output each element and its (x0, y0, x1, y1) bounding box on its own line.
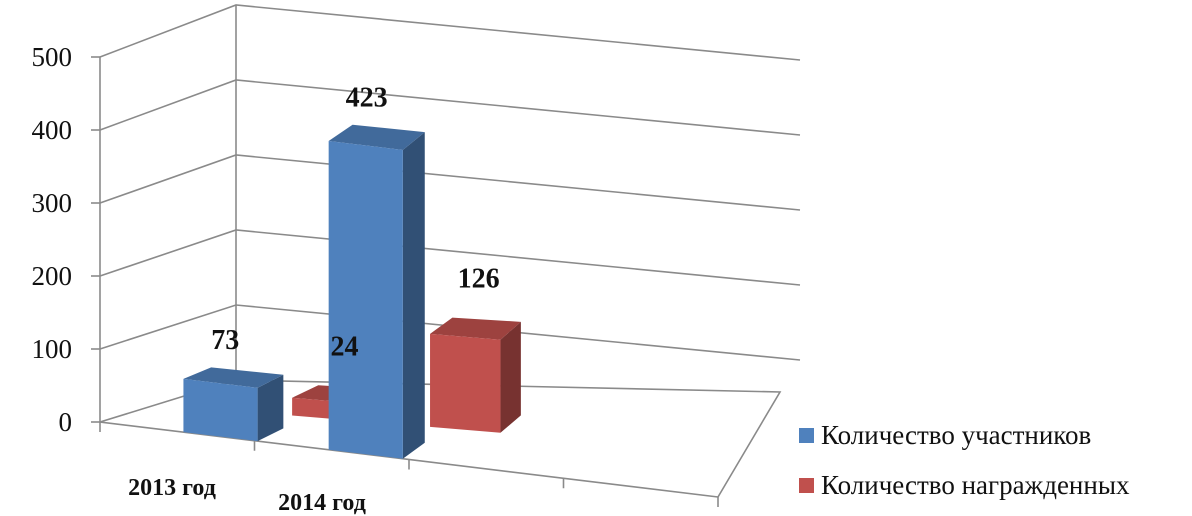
legend-swatch (799, 478, 814, 493)
data-labels: 24 126 73 423 (211, 82, 499, 362)
bar-2-series-2-label: 126 (458, 264, 500, 295)
gridline-400 (99, 79, 801, 136)
legend: Количество участников Количество награжде… (799, 420, 1130, 500)
bar-2-series-1-label: 423 (346, 82, 388, 113)
bar-2-series-1-front (328, 140, 403, 459)
bar-2-series-1-side (402, 132, 425, 459)
y-axis-ticks: 0 100 200 300 400 500 (32, 42, 73, 437)
gridline-300 (99, 154, 801, 211)
legend-label: Количество награжденных (821, 470, 1130, 500)
legend-swatch (799, 428, 814, 443)
bars (183, 124, 521, 459)
y-tick-label: 100 (32, 334, 73, 364)
y-tick-label: 300 (32, 188, 73, 218)
x-category-label: 2013 год (128, 475, 216, 501)
bar-1-series-1-top (183, 367, 284, 388)
bar-2-series-1-top (328, 124, 425, 150)
gridlines (99, 4, 801, 361)
bar-1-series-1-front (183, 378, 258, 442)
bar-1-series-1-side (257, 374, 284, 442)
y-tick-label: 400 (32, 115, 73, 145)
y-tick-label: 500 (32, 42, 73, 72)
y-tick-label: 200 (32, 261, 73, 291)
y-tick-label: 0 (59, 407, 73, 437)
x-category-label: 2014 год (278, 490, 366, 516)
x-axis-categories: 2013 год 2014 год (128, 475, 366, 516)
bar-1-series-1-label: 73 (211, 325, 239, 356)
bar-2-series-2 (430, 317, 521, 433)
gridline-500 (99, 4, 801, 61)
bar-2-series-2-front (430, 333, 501, 433)
bar-1-series-2-label: 24 (331, 331, 359, 362)
bar-2-series-2-top (430, 317, 521, 340)
bar-2-series-1 (328, 124, 425, 459)
bar-1-series-1 (183, 367, 284, 442)
legend-label: Количество участников (821, 420, 1091, 450)
bar-2-series-2-side (500, 321, 521, 433)
gridline-200 (99, 229, 801, 286)
